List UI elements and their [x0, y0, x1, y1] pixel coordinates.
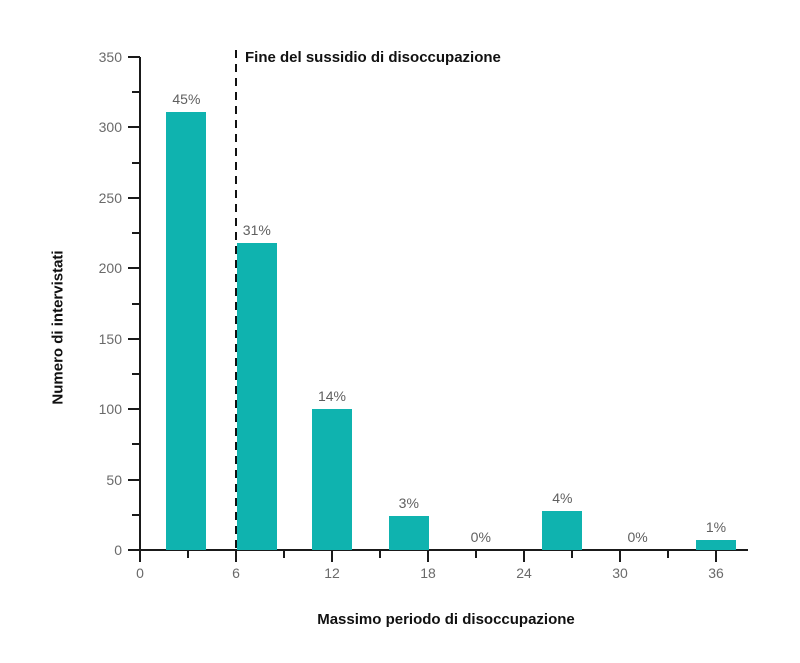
x-tick-minor: [475, 550, 477, 558]
y-tick-major: [128, 56, 140, 58]
x-tick-label: 24: [516, 565, 532, 581]
y-axis-line: [139, 57, 141, 561]
y-tick-label: 100: [98, 401, 122, 418]
x-axis-title: Massimo periodo di disoccupazione: [317, 611, 575, 628]
y-tick-minor: [132, 161, 140, 164]
y-tick-minor: [132, 302, 140, 305]
bar-value-label: 1%: [705, 519, 727, 536]
x-tick-label: 18: [420, 565, 436, 581]
y-tick-major: [128, 549, 140, 551]
bar-value-label: 31%: [242, 221, 271, 238]
y-tick-major: [128, 478, 140, 481]
x-tick-minor: [187, 550, 189, 558]
y-tick-label: 200: [98, 260, 122, 277]
y-tick-major: [128, 196, 140, 199]
x-tick-minor: [667, 550, 669, 558]
y-tick-label: 350: [98, 49, 122, 65]
x-tick-major: [427, 550, 429, 562]
x-tick-major: [139, 550, 141, 562]
y-tick-minor: [132, 513, 140, 516]
x-tick-major: [331, 550, 333, 562]
x-axis-line: [128, 549, 748, 551]
x-tick-minor: [571, 550, 573, 558]
x-tick-label: 36: [708, 565, 724, 581]
y-tick-label: 150: [98, 330, 122, 347]
x-tick-label: 30: [612, 565, 628, 581]
annotation-label: Fine del sussidio di disoccupazione: [245, 49, 501, 66]
y-tick-minor: [132, 443, 140, 446]
x-tick-label: 6: [232, 565, 240, 581]
benefit-end-line: [235, 50, 237, 550]
x-tick-major: [619, 550, 621, 562]
y-tick-major: [128, 337, 140, 340]
x-tick-minor: [379, 550, 381, 558]
y-tick-major: [128, 267, 140, 270]
y-tick-label: 250: [98, 189, 122, 206]
y-tick-label: 300: [98, 119, 122, 136]
y-tick-minor: [132, 372, 140, 375]
x-tick-major: [235, 550, 237, 562]
bar: [696, 540, 736, 550]
y-tick-label: 0: [114, 542, 122, 558]
y-tick-label: 50: [106, 471, 122, 488]
x-tick-major: [715, 550, 717, 562]
x-tick-minor: [283, 550, 285, 558]
bar: [236, 242, 277, 550]
bar-value-label: 0%: [627, 529, 648, 545]
x-tick-label: 0: [136, 565, 144, 581]
y-tick-major: [128, 408, 140, 411]
bar-value-label: 4%: [552, 489, 573, 506]
bar: [166, 111, 207, 550]
bar: [542, 510, 583, 550]
bar-value-label: 3%: [398, 495, 419, 512]
bar-value-label: 14%: [317, 388, 347, 405]
x-tick-label: 12: [324, 565, 340, 581]
x-tick-major: [523, 550, 525, 562]
y-tick-major: [128, 126, 140, 129]
y-tick-minor: [132, 232, 140, 235]
bar: [388, 516, 429, 550]
bar: [312, 409, 352, 550]
bar-value-label: 45%: [172, 90, 201, 107]
y-tick-minor: [132, 91, 140, 94]
bar-value-label: 0%: [470, 529, 491, 545]
